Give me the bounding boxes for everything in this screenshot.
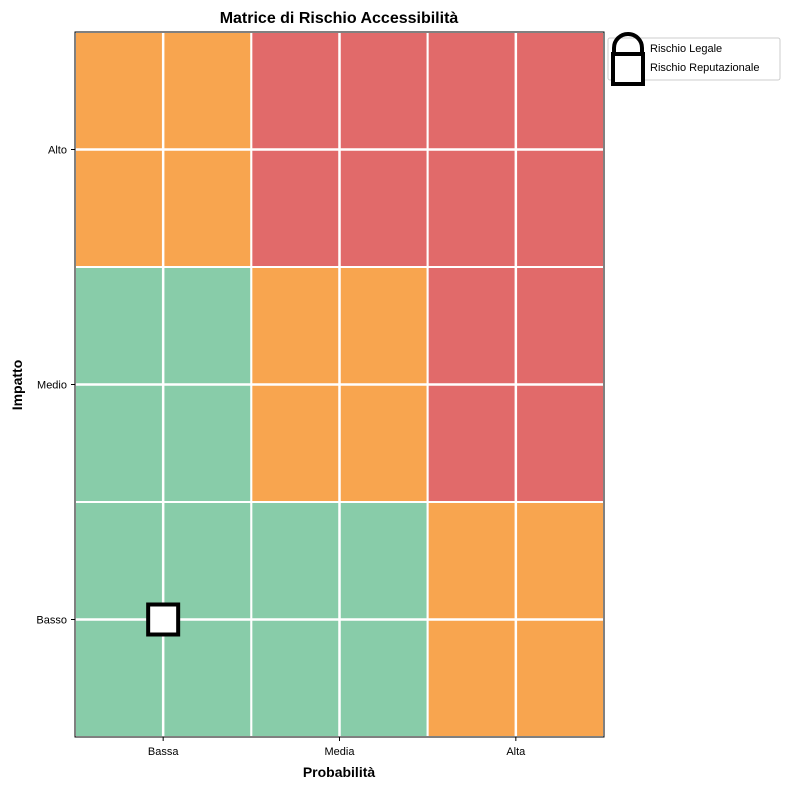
point-rischio-reputazionale	[146, 602, 181, 637]
x-tick-label: Alta	[506, 746, 526, 758]
y-tick-label: Basso	[36, 615, 67, 627]
x-axis-label: Probabilità	[303, 764, 376, 780]
y-tick-label: Alto	[48, 145, 67, 157]
legend: Rischio Legale Rischio Reputazionale	[607, 32, 781, 86]
legend-square-marker	[611, 52, 645, 86]
data-points	[146, 602, 181, 637]
x-tick-label: Bassa	[148, 746, 179, 758]
legend-box	[607, 37, 781, 81]
legend-label-reputazionale: Rischio Reputazionale	[650, 62, 759, 74]
y-axis-label: Impatto	[9, 360, 25, 411]
chart-title: Matrice di Rischio Accessibilità	[220, 10, 459, 27]
legend-label-legale: Rischio Legale	[650, 43, 722, 55]
x-tick-label: Media	[325, 746, 356, 758]
y-tick-label: Medio	[37, 380, 67, 392]
y-ticks: Basso Medio Alto	[36, 145, 75, 627]
x-ticks: Bassa Media Alta	[148, 737, 526, 758]
